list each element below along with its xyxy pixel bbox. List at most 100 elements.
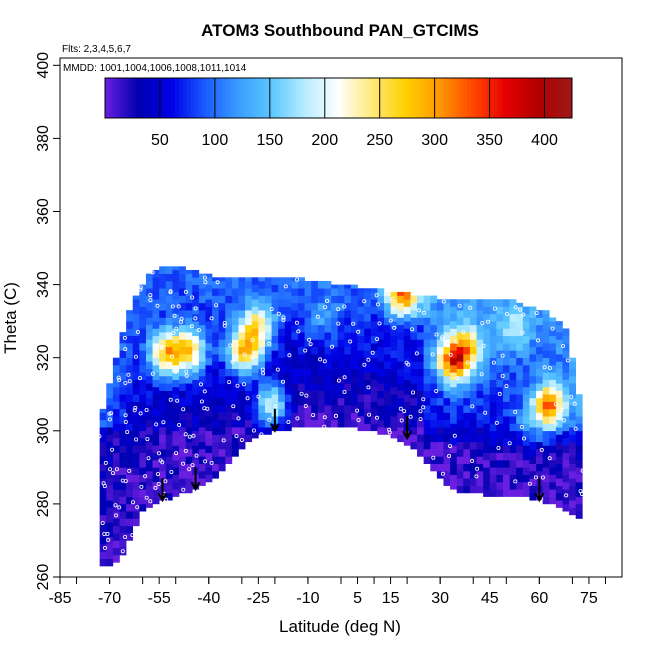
field-cell — [403, 401, 411, 410]
field-cell — [516, 379, 524, 388]
x-tick-label: -25 — [247, 590, 270, 607]
field-cell — [443, 361, 451, 369]
field-cell — [555, 485, 563, 494]
field-cell — [522, 416, 530, 424]
field-cell — [397, 405, 405, 413]
sample-point — [547, 365, 552, 370]
field-cell — [516, 438, 524, 446]
field-cell — [450, 365, 457, 373]
field-cell — [403, 335, 411, 344]
field-cell — [410, 441, 418, 450]
field-cell — [159, 427, 167, 435]
colorbar-segment — [128, 78, 133, 118]
sample-point — [483, 410, 488, 415]
field-cell — [562, 335, 570, 344]
field-cell — [132, 416, 140, 424]
field-cell — [377, 397, 385, 406]
field-cell — [172, 408, 180, 417]
field-cell — [410, 434, 418, 443]
field-cell — [139, 386, 147, 395]
field-cell — [542, 438, 550, 446]
colorbar-segment — [229, 78, 234, 118]
colorbar-segment — [112, 78, 118, 118]
field-cell — [264, 277, 272, 282]
field-cell — [231, 390, 239, 399]
field-cell — [403, 408, 411, 417]
field-cell — [443, 419, 451, 428]
field-cell — [179, 324, 186, 333]
field-cell — [509, 357, 517, 366]
field-cell — [317, 412, 325, 421]
field-cell — [139, 328, 147, 337]
field-cell — [377, 375, 385, 384]
field-cell — [165, 434, 173, 443]
field-cell — [555, 368, 563, 377]
field-cell — [350, 295, 358, 304]
field-cell — [555, 405, 563, 413]
field-cell — [159, 302, 167, 311]
field-cell — [218, 427, 226, 435]
colorbar-segment — [151, 78, 156, 118]
field-cell — [317, 405, 325, 413]
field-cell — [112, 445, 120, 454]
field-cell — [311, 332, 319, 340]
field-cell — [126, 357, 134, 366]
field-cell — [410, 397, 418, 406]
field-cell — [126, 533, 134, 541]
field-cell — [489, 423, 497, 432]
field-cell — [542, 310, 550, 315]
field-cell — [317, 361, 325, 369]
sample-point — [434, 389, 439, 394]
field-cell — [476, 427, 484, 435]
field-cell — [245, 427, 253, 435]
field-cell — [179, 412, 186, 421]
field-cell — [145, 390, 153, 399]
field-cell — [502, 379, 510, 388]
field-cell — [284, 328, 292, 337]
field-cell — [476, 299, 484, 304]
field-cell — [509, 379, 517, 388]
field-cell — [291, 405, 299, 413]
field-cell — [264, 346, 272, 355]
field-cell — [536, 405, 543, 413]
sample-point — [181, 363, 186, 368]
field-cell — [522, 379, 530, 388]
sample-point — [518, 307, 523, 312]
sample-point — [209, 460, 214, 465]
field-cell — [251, 365, 259, 373]
field-cell — [212, 405, 219, 413]
field-cell — [436, 463, 444, 472]
field-cell — [443, 449, 451, 457]
field-cell — [370, 288, 378, 293]
field-cell — [139, 394, 147, 402]
sample-point — [163, 479, 168, 484]
colorbar-segment — [385, 78, 390, 118]
field-cell — [192, 401, 200, 410]
field-cell — [430, 368, 438, 377]
field-cell — [331, 317, 338, 326]
field-cell — [159, 310, 167, 318]
sample-point — [507, 441, 512, 446]
field-cell — [225, 280, 233, 289]
field-cell — [423, 361, 431, 369]
field-cell — [344, 317, 352, 326]
field-cell — [172, 460, 180, 468]
sample-point — [457, 303, 462, 308]
field-cell — [205, 328, 213, 337]
field-cell — [145, 339, 153, 348]
field-cell — [119, 452, 127, 461]
field-cell — [536, 449, 543, 457]
field-cell — [542, 365, 550, 373]
y-tick-label: 340 — [35, 271, 52, 298]
field-cell — [403, 438, 411, 446]
sample-point — [153, 485, 158, 490]
field-cell — [165, 478, 173, 486]
sample-point — [148, 499, 153, 504]
field-cell — [245, 397, 253, 406]
y-tick-label: 400 — [35, 52, 52, 79]
sample-point — [106, 537, 111, 542]
sample-point — [286, 419, 291, 424]
field-cell — [410, 412, 418, 421]
colorbar-segment — [213, 78, 219, 118]
field-cell — [119, 350, 127, 358]
